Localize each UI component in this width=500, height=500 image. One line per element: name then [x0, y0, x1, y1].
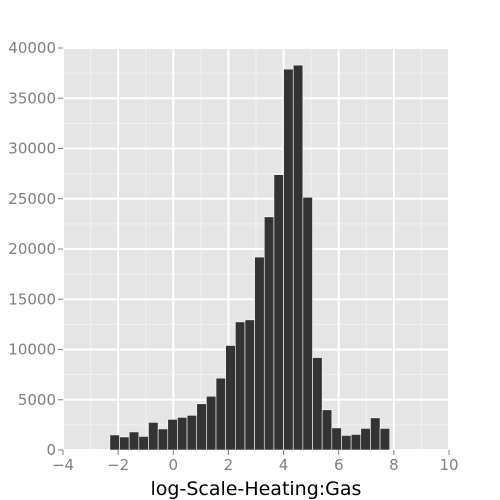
histogram-bar	[196, 403, 207, 451]
histogram-bar	[302, 196, 313, 451]
x-tick-label: 6	[334, 456, 344, 474]
x-tick-label: −2	[107, 456, 129, 474]
histogram-bar	[263, 216, 275, 451]
x-tick-label: −4	[52, 456, 74, 474]
histogram-bar	[254, 256, 265, 451]
x-tick-label: 4	[279, 456, 289, 474]
histogram-bar	[157, 428, 169, 451]
x-tick-label: 2	[224, 456, 234, 474]
y-tick-label: 20000	[8, 240, 56, 258]
histogram-bar	[128, 431, 140, 451]
x-tick-label: 0	[169, 456, 179, 474]
y-tick-label: 5000	[18, 391, 56, 409]
histogram-bar	[109, 434, 120, 451]
histogram-bar	[215, 377, 226, 451]
histogram-bar	[360, 428, 371, 451]
x-tick-label: 8	[389, 456, 399, 474]
histogram-bar	[341, 435, 352, 451]
histogram-bar	[273, 174, 284, 451]
histogram-bar	[225, 345, 236, 451]
histogram-bar	[321, 409, 333, 451]
y-tick-label: 30000	[8, 140, 56, 158]
y-tick-label: 35000	[8, 89, 56, 107]
y-tick-label: 10000	[8, 341, 56, 359]
histogram-bar	[186, 415, 198, 451]
x-axis-title: log-Scale-Heating:Gas	[151, 478, 362, 500]
histogram-bar	[119, 436, 130, 451]
histogram-bars	[109, 64, 400, 451]
histogram-bar	[244, 319, 255, 451]
y-tick-label: 40000	[8, 39, 56, 57]
histogram-bar	[389, 449, 400, 451]
y-tick-label: 15000	[8, 290, 56, 308]
histogram-bar	[350, 434, 362, 451]
x-tick-label: 10	[439, 456, 458, 474]
histogram-bar	[206, 395, 217, 451]
y-tick-label: 0	[46, 441, 56, 459]
x-axis: −4 −2 0 2 4 6 8 10	[52, 450, 459, 474]
histogram-bar	[177, 417, 188, 451]
histogram-bar	[379, 428, 391, 451]
y-axis: 0 5000 10000 15000 20000 25000 30000 35000 40000	[8, 39, 63, 459]
histogram-bar	[283, 68, 294, 451]
y-tick-label: 25000	[8, 190, 56, 208]
histogram-bar	[235, 321, 246, 451]
histogram-bar	[167, 419, 178, 451]
histogram-bar	[331, 427, 342, 451]
histogram-bar	[370, 417, 381, 451]
histogram-bar	[292, 64, 304, 451]
histogram-bar	[138, 436, 149, 451]
histogram-bar	[312, 357, 323, 451]
histogram-bar	[148, 422, 159, 451]
